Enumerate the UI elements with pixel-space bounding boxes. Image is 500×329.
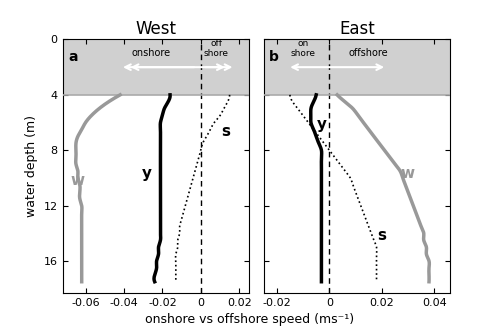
Text: y: y bbox=[316, 117, 326, 133]
Title: East: East bbox=[339, 20, 374, 38]
Text: onshore: onshore bbox=[132, 48, 170, 58]
Text: w: w bbox=[401, 166, 415, 181]
Text: w: w bbox=[71, 173, 85, 188]
Y-axis label: water depth (m): water depth (m) bbox=[25, 115, 38, 217]
Text: s: s bbox=[222, 124, 230, 139]
Text: onshore vs offshore speed (ms⁻¹): onshore vs offshore speed (ms⁻¹) bbox=[146, 313, 354, 326]
Text: y: y bbox=[142, 166, 152, 181]
Text: s: s bbox=[378, 228, 386, 243]
Text: offshore: offshore bbox=[349, 48, 389, 58]
Title: West: West bbox=[135, 20, 176, 38]
Text: on
shore: on shore bbox=[290, 39, 316, 58]
Text: a: a bbox=[68, 50, 78, 63]
Text: off
shore: off shore bbox=[204, 39, 229, 58]
Text: b: b bbox=[270, 50, 279, 63]
